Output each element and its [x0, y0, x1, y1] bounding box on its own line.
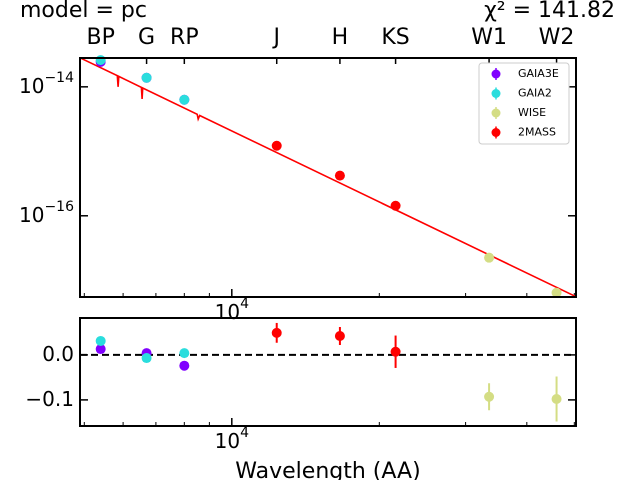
data-point	[141, 72, 152, 83]
x-tick-label-exponent: 4	[240, 296, 249, 312]
data-point	[334, 331, 345, 341]
legend-label: GAIA3E	[518, 67, 559, 80]
data-point	[271, 140, 282, 151]
plot-frame	[79, 317, 577, 427]
legend-marker	[491, 108, 501, 118]
data-point	[95, 335, 106, 346]
data-point	[484, 252, 495, 263]
band-label: H	[332, 25, 349, 50]
band-label: J	[271, 25, 280, 50]
legend-label: 2MASS	[518, 126, 556, 139]
data-point	[484, 391, 495, 402]
legend-marker	[491, 69, 501, 79]
y-tick-label-base: −0.1	[25, 386, 74, 410]
legend-marker	[491, 128, 501, 137]
plot-frame	[79, 57, 577, 298]
y-tick-label-base: 10	[19, 202, 44, 226]
data-point	[271, 327, 282, 338]
legend-box	[478, 62, 570, 145]
data-point	[334, 170, 345, 181]
data-point	[95, 55, 106, 66]
legend-marker	[491, 89, 501, 98]
band-label: W1	[471, 25, 507, 50]
data-point	[179, 360, 190, 371]
chi2-label: χ² = 141.82	[484, 0, 615, 23]
data-point	[179, 94, 190, 105]
data-point	[95, 344, 106, 355]
band-label: RP	[170, 25, 199, 50]
y-tick-label-exponent: −14	[44, 70, 74, 86]
x-tick-label: 104	[215, 425, 249, 453]
y-tick-label: −0.1	[25, 386, 74, 410]
y-tick-label: 10−16	[19, 199, 74, 227]
band-label: KS	[381, 25, 409, 50]
x-axis-label: Wavelength (AA)	[235, 459, 420, 480]
data-point	[390, 200, 401, 211]
band-label: G	[138, 25, 155, 50]
y-tick-label: 0.0	[42, 341, 74, 365]
model-label: model = pc	[20, 0, 147, 23]
legend-label: WISE	[518, 106, 546, 119]
legend-label: GAIA2	[518, 87, 552, 100]
x-tick-label-base: 10	[215, 429, 240, 453]
y-tick-label-base: 10	[19, 73, 44, 97]
x-tick-label-base: 10	[215, 300, 240, 324]
data-point	[179, 348, 190, 359]
data-point	[551, 287, 562, 298]
model-line	[79, 57, 577, 298]
x-tick-label: 104	[215, 296, 249, 324]
band-label: BP	[86, 25, 114, 50]
y-tick-label-base: 0.0	[42, 341, 74, 365]
data-point	[141, 353, 152, 364]
band-label: W2	[539, 25, 575, 50]
y-tick-label: 10−14	[19, 70, 74, 98]
data-point	[390, 346, 401, 357]
data-point	[551, 394, 562, 404]
y-tick-label-exponent: −16	[44, 199, 74, 215]
x-tick-label-exponent: 4	[240, 425, 249, 441]
